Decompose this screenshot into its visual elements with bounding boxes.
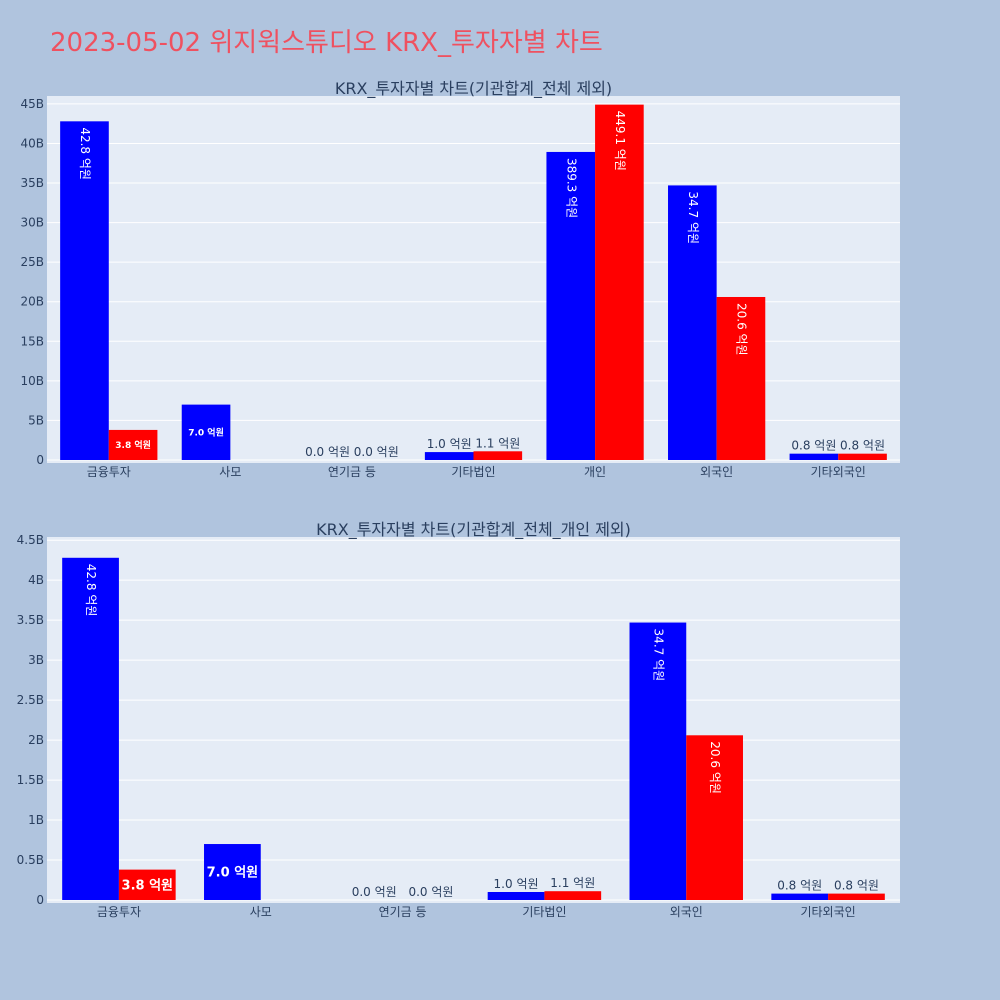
y-tick-label: 10B — [20, 374, 44, 388]
y-tick-label: 3.5B — [17, 613, 44, 627]
bar — [668, 185, 717, 460]
bar — [424, 452, 474, 460]
x-tick-label: 금융투자 — [97, 905, 141, 919]
bar — [204, 844, 261, 900]
y-tick-label: 0 — [36, 893, 44, 907]
bar-data-label: 0.0 억원 — [354, 445, 399, 459]
bar — [60, 121, 109, 460]
bar-data-label: 1.1 억원 — [550, 876, 595, 890]
x-tick-label: 기타외국인 — [800, 905, 855, 919]
y-tick-label: 30B — [20, 216, 44, 230]
bar-data-label: 3.8 억원 — [122, 878, 173, 893]
bar — [838, 453, 887, 460]
bar — [546, 151, 596, 460]
x-tick-label: 연기금 등 — [328, 465, 376, 479]
bar-data-label: 0.8 억원 — [777, 879, 822, 893]
bar — [181, 404, 231, 460]
y-tick-label: 40B — [20, 136, 44, 150]
y-tick-label: 25B — [20, 255, 44, 269]
bar-data-label: 3.8 억원 — [115, 439, 151, 451]
bar-data-label: 0.8 억원 — [840, 439, 885, 453]
y-tick-label: 2.5B — [17, 693, 44, 707]
bar — [771, 893, 829, 900]
x-tick-label: 기타법인 — [451, 465, 495, 479]
bar-data-label: 34.7 억원 — [651, 629, 665, 682]
bar-data-label: 20.6 억원 — [708, 741, 722, 794]
bar — [473, 451, 523, 460]
bar-data-label: 1.0 억원 — [494, 877, 539, 891]
y-tick-label: 20B — [20, 295, 44, 309]
x-tick-label: 사모 — [219, 465, 241, 479]
bar-data-label: 7.0 억원 — [188, 426, 224, 438]
y-tick-label: 0.5B — [17, 853, 44, 867]
y-tick-label: 3B — [28, 653, 44, 667]
bar-data-label: 7.0 억원 — [207, 866, 258, 881]
bar — [595, 104, 644, 460]
chart-2: 0 0.5B 1B 1.5B 2B 2.5B 3B 3.5B 4B 4.5B KRX_투자자별 차트… — [17, 520, 900, 919]
bar-data-label: 0.8 억원 — [791, 439, 836, 453]
bar — [487, 892, 545, 900]
bar-data-label: 449.1 억원 — [613, 111, 627, 171]
bar-data-label: 0.0 억원 — [352, 885, 397, 899]
bar — [118, 869, 176, 900]
x-tick-label: 연기금 등 — [379, 905, 427, 919]
bar — [108, 429, 158, 460]
bar-data-label: 1.1 억원 — [475, 436, 520, 450]
bar — [62, 557, 119, 900]
bar-data-label: 0.0 억원 — [305, 445, 350, 459]
x-tick-label: 외국인 — [670, 905, 703, 919]
y-tick-label: 5B — [28, 413, 44, 427]
x-tick-label: 개인 — [584, 465, 606, 479]
x-tick-label: 외국인 — [700, 465, 733, 479]
bar — [629, 622, 687, 900]
bar — [686, 735, 743, 900]
bar — [789, 453, 839, 460]
bar-data-label: 0.8 억원 — [834, 879, 879, 893]
bar-data-label: 42.8 억원 — [78, 127, 92, 180]
bar-data-label: 389.3 억원 — [564, 158, 578, 218]
x-tick-label: 기타외국인 — [811, 465, 866, 479]
y-tick-label: 1B — [28, 813, 44, 827]
x-tick-label: 기타법인 — [522, 905, 566, 919]
chart-title: KRX_투자자별 차트(기관합계_전체 제외) — [335, 79, 612, 99]
bar — [828, 893, 885, 900]
x-tick-label: 금융투자 — [87, 465, 131, 479]
y-tick-label: 4B — [28, 573, 44, 587]
chart-title: KRX_투자자별 차트(기관합계_전체_개인 제외) — [316, 520, 631, 540]
y-tick-label: 0 — [36, 453, 44, 467]
bar-data-label: 42.8 억원 — [84, 564, 98, 617]
plot-area — [47, 537, 900, 903]
bar-data-label: 0.0 억원 — [408, 885, 453, 899]
y-tick-label: 1.5B — [17, 773, 44, 787]
bar-data-label: 34.7 억원 — [686, 191, 700, 244]
chart-1: 0 5B 10B 15B 20B 25B 30B 35B 40B 45B KRX_투자자별 차트(기… — [20, 79, 900, 479]
y-tick-label: 2B — [28, 733, 44, 747]
page-title: 2023-05-02 위지윅스튜디오 KRX_투자자별 차트 — [50, 28, 603, 58]
y-tick-label: 4.5B — [17, 533, 44, 547]
y-tick-label: 15B — [20, 334, 44, 348]
y-tick-label: 35B — [20, 176, 44, 190]
y-tick-label: 45B — [20, 97, 44, 111]
bar — [716, 296, 766, 460]
x-tick-label: 사모 — [250, 905, 272, 919]
bar-data-label: 1.0 억원 — [427, 437, 472, 451]
bar-data-label: 20.6 억원 — [734, 303, 748, 356]
bar — [544, 891, 602, 900]
plot-area — [47, 96, 900, 463]
